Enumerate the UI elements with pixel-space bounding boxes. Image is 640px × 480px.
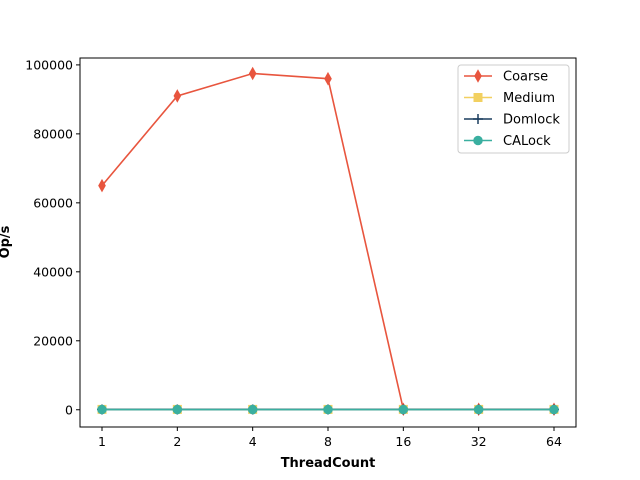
data-point [398,404,409,415]
legend-label: Medium [503,91,555,106]
data-point [173,89,182,103]
y-tick-label: 20000 [33,333,73,348]
data-point [473,93,483,102]
legend: Coarse Medium Domlock CALock [457,64,570,154]
x-tick-label: 32 [471,434,487,449]
x-axis-label: ThreadCount [281,456,376,471]
data-point [323,404,333,415]
data-point [473,135,483,146]
y-tick-label: 80000 [33,126,73,141]
x-tick-label: 16 [395,434,411,449]
legend-item-medium: Medium [464,91,555,106]
x-tick-label: 8 [324,434,332,449]
legend-item-domlock: Domlock [464,113,560,128]
x-tick-label: 4 [249,434,257,449]
y-tick-label: 40000 [33,264,73,279]
legend-box [457,64,570,154]
data-point [473,114,483,124]
series-calock [97,404,559,415]
data-point [172,404,183,415]
y-tick-label: 60000 [33,195,73,210]
data-point [247,404,258,415]
legend-label: Coarse [503,70,548,85]
data-point [97,404,107,415]
legend-label: CALock [503,134,551,149]
series-layer [97,66,559,417]
x-tick-label: 1 [98,434,106,449]
y-axis-label: Op/s [0,225,13,258]
data-point [473,404,484,415]
legend-label: Domlock [503,113,560,128]
legend-item-coarse: Coarse [464,69,548,85]
x-tick-label: 64 [546,434,562,449]
x-tick-label: 2 [173,434,181,449]
data-point [324,71,332,86]
data-point [248,66,257,81]
data-point [549,404,559,415]
y-axis: 0 20000 40000 60000 80000 100000 [25,57,80,417]
y-tick-label: 100000 [25,57,73,72]
legend-item-calock: CALock [464,134,551,149]
x-axis: 1 2 4 8 16 32 64 [98,427,562,449]
data-point [98,178,106,193]
data-point [474,69,482,83]
y-tick-label: 0 [65,402,73,417]
